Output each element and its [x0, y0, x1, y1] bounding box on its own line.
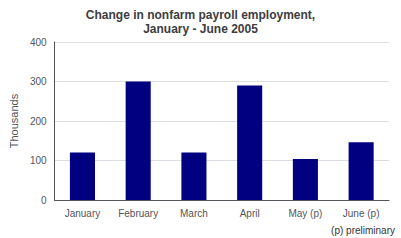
svg-text:May (p): May (p) — [288, 208, 322, 219]
svg-text:200: 200 — [30, 116, 47, 127]
svg-text:Change in nonfarm payroll empl: Change in nonfarm payroll employment, — [86, 8, 315, 22]
svg-text:300: 300 — [30, 76, 47, 87]
svg-text:June (p): June (p) — [343, 208, 380, 219]
svg-text:400: 400 — [30, 37, 47, 48]
svg-text:January - June 2005: January - June 2005 — [143, 22, 258, 36]
svg-text:100: 100 — [30, 155, 47, 166]
svg-text:Thousands: Thousands — [8, 93, 20, 148]
svg-text:January: January — [65, 208, 101, 219]
svg-text:February: February — [118, 208, 158, 219]
svg-text:April: April — [240, 208, 260, 219]
svg-text:(p) preliminary: (p) preliminary — [331, 225, 395, 236]
svg-text:0: 0 — [41, 195, 47, 206]
svg-text:March: March — [180, 208, 208, 219]
